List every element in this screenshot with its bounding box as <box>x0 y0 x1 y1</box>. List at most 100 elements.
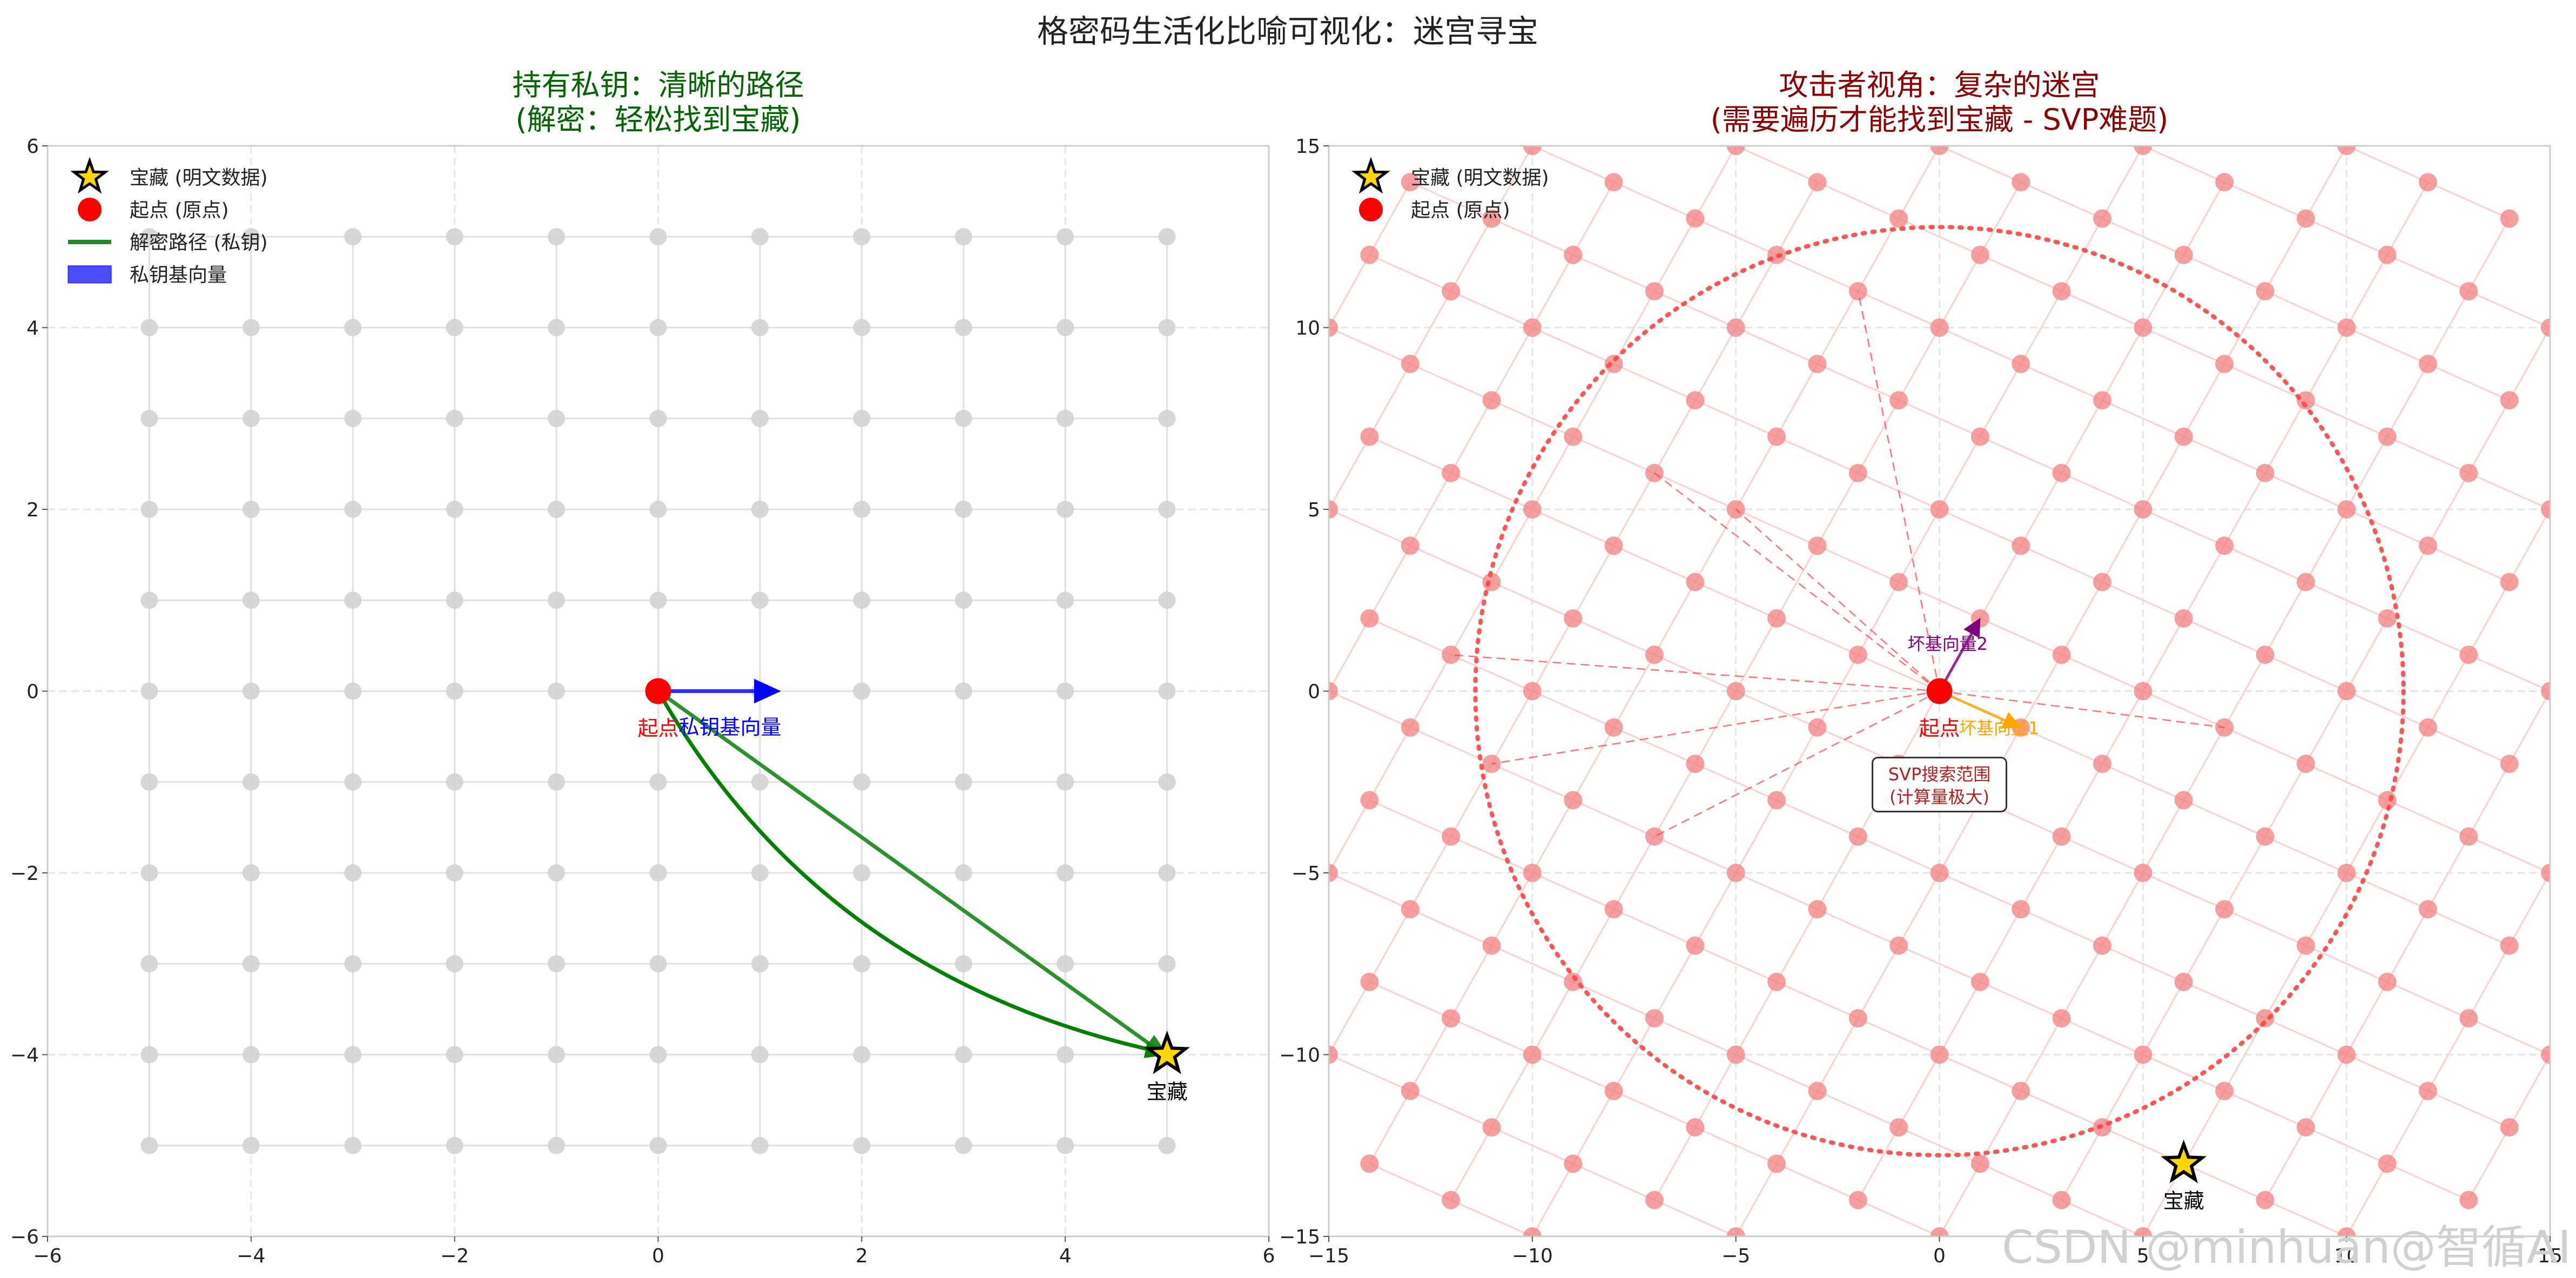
lattice-edge <box>1653 763 1696 837</box>
lattice-edge <box>1939 872 2021 910</box>
lattice-edge <box>2305 327 2348 401</box>
lattice-edge <box>1817 908 1899 946</box>
lattice-point <box>2296 755 2315 773</box>
lattice-point <box>548 319 566 337</box>
lattice-edge <box>2061 654 2143 692</box>
lattice-edge <box>1532 690 1615 729</box>
lattice-point <box>1970 1154 1989 1173</box>
x-tick-label: 5 <box>2137 1245 2149 1267</box>
lattice-point <box>446 228 463 246</box>
lattice-edge <box>1817 836 1859 910</box>
x-tick-label: −5 <box>1721 1245 1750 1267</box>
lattice-edge <box>2142 690 2225 729</box>
lattice-point <box>1482 936 1501 955</box>
lattice-edge <box>1531 799 1574 873</box>
basis-vector-arrowhead <box>754 678 781 704</box>
lattice-edge <box>2061 1199 2143 1236</box>
lattice-point <box>2012 900 2030 919</box>
lattice-point <box>2215 173 2234 192</box>
lattice-point <box>1401 536 1420 555</box>
lattice-edge <box>2142 872 2225 910</box>
lattice-point <box>1360 972 1379 991</box>
lattice-edge <box>1735 799 1778 873</box>
lattice-edge <box>1410 544 1492 583</box>
lattice-edge <box>1532 508 1615 547</box>
lattice-edge <box>2224 544 2306 583</box>
lattice-point <box>2256 645 2275 664</box>
lattice-point <box>2459 282 2478 301</box>
lattice-point <box>2012 173 2030 192</box>
lattice-point <box>1645 1190 1664 1209</box>
lattice-edge <box>2468 472 2550 510</box>
lattice-edge <box>1491 581 1573 620</box>
lattice-edge <box>1329 436 1370 510</box>
lattice-point <box>1057 1046 1074 1064</box>
lattice-point <box>446 955 463 973</box>
lattice-edge <box>2305 945 2388 983</box>
lattice-point <box>2256 1009 2275 1028</box>
lattice-edge <box>2264 654 2347 692</box>
lattice-edge <box>1572 1163 1655 1201</box>
lattice-point <box>1808 536 1827 555</box>
lattice-edge <box>1776 1163 1859 1201</box>
treasure-star <box>1144 1030 1191 1074</box>
legend-star-icon <box>70 157 109 194</box>
lattice-edge <box>1450 654 1533 692</box>
lattice-edge <box>2020 181 2103 219</box>
origin-point <box>1926 678 1953 704</box>
lattice-edge <box>1329 254 1370 328</box>
lattice-edge <box>1817 291 1859 365</box>
lattice-point <box>1726 682 1745 701</box>
lattice-edge <box>1329 508 1411 547</box>
lattice-point <box>1360 1154 1379 1173</box>
lattice-edge <box>1450 290 1533 328</box>
svp-annotation-line2: (计算量极大) <box>1889 786 1989 807</box>
lattice-edge <box>2102 945 2184 983</box>
lattice-edge <box>2061 400 2103 474</box>
lattice-point <box>344 228 362 246</box>
lattice-point <box>1057 409 1074 427</box>
lattice-edge <box>1694 327 1737 401</box>
lattice-point <box>2174 972 2193 991</box>
lattice-edge <box>2508 872 2550 946</box>
lattice-point <box>649 773 667 791</box>
lattice-point <box>2093 209 2111 228</box>
lattice-point <box>2134 1227 2153 1236</box>
lattice-edge <box>2101 509 2144 583</box>
lattice-point <box>751 955 769 973</box>
panel-title-line1: 持有私钥：清晰的路径 <box>513 68 804 102</box>
lattice-edge <box>2142 799 2185 873</box>
lattice-edge <box>2427 544 2510 583</box>
origin-point <box>645 678 671 704</box>
lattice-edge <box>1694 763 1777 801</box>
lattice-edge <box>2224 363 2306 401</box>
lattice-edge <box>1369 617 1451 656</box>
lattice-edge <box>1939 327 2021 365</box>
lattice-edge <box>1491 146 1534 219</box>
lattice-edge <box>1369 1163 1451 1201</box>
lattice-point <box>1482 1118 1501 1137</box>
lattice-edge <box>1572 436 1655 474</box>
legend: 宝藏 (明文数据) 起点 (原点) <box>1351 157 1549 221</box>
lattice-edge <box>1491 399 1573 438</box>
lattice-point <box>140 864 158 882</box>
lattice-edge <box>1369 799 1451 838</box>
lattice-point <box>751 1046 769 1064</box>
lattice-edge <box>1613 654 1656 728</box>
lattice-point <box>140 319 158 337</box>
search-ray <box>1451 654 1940 692</box>
lattice-point <box>140 773 158 791</box>
lattice-edge <box>1857 581 1900 655</box>
lattice-edge <box>1491 1054 1534 1128</box>
lattice-point <box>1401 173 1420 192</box>
lattice-edge <box>2345 1163 2388 1236</box>
y-tick-label: 0 <box>26 681 39 703</box>
lattice-edge <box>1409 472 1452 547</box>
lattice-point <box>2256 282 2275 301</box>
lattice-edge <box>2508 690 2550 764</box>
lattice-edge <box>2142 508 2225 547</box>
y-tick-label: −15 <box>1279 1226 1320 1248</box>
lattice-edge <box>1775 181 1818 255</box>
lattice-point <box>1889 936 1908 955</box>
lattice-edge <box>1532 327 1615 365</box>
